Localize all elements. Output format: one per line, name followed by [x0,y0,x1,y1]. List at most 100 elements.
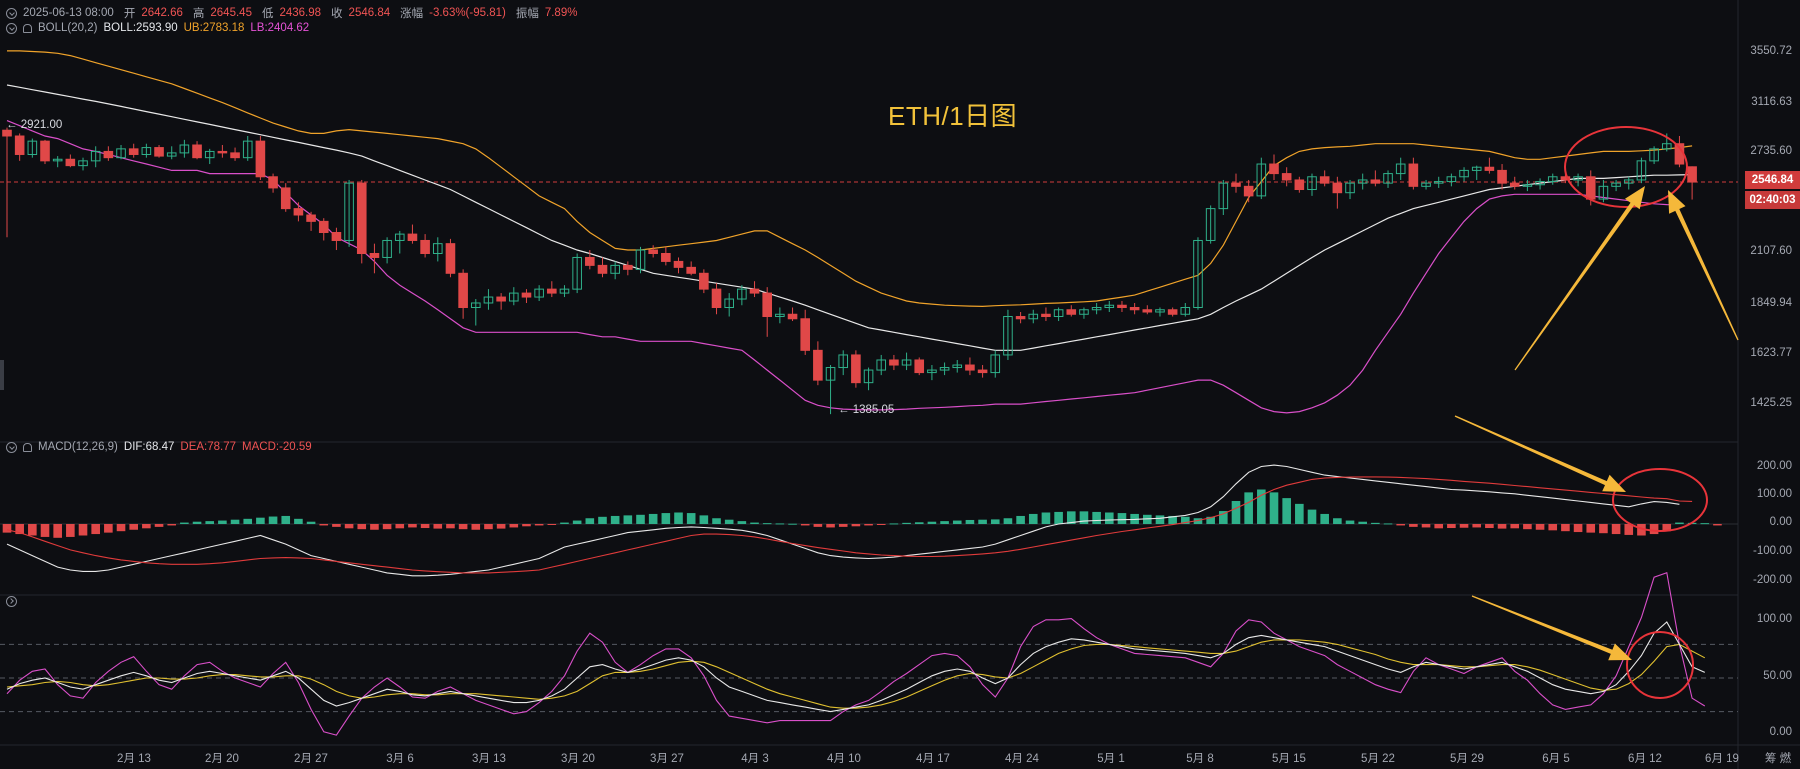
macd-tick: 200.00 [1756,460,1792,472]
macd-bar [509,524,519,528]
macd-bar [1307,509,1317,524]
candle-body [496,296,506,302]
macd-bar [218,520,227,524]
candle-body [331,232,342,241]
macd-bar [1662,524,1672,532]
candle-body [1383,173,1393,184]
candle-body [1585,176,1596,200]
change-value: -3.63%(-95.81) [429,7,506,19]
candle-body [1218,182,1229,210]
macd-bar [762,523,772,525]
macd-bar [737,521,747,524]
boll-name[interactable]: BOLL(20,2) [38,22,98,34]
low-label: 低 [261,8,274,20]
candle-body [901,359,912,366]
candle-body [27,140,38,155]
macd-bar [496,524,506,529]
highlight-circle [1612,468,1708,532]
macd-bar [1193,518,1203,524]
macd-bar [800,524,810,526]
candle-body [65,158,76,167]
candle-body [1281,173,1292,181]
macd-bar [230,519,240,524]
kdj-expand-icon[interactable] [6,596,17,607]
candle-body [1117,304,1127,308]
date-tick: 3月 20 [561,753,595,765]
candle-body [1560,176,1571,181]
annotation-arrow [1514,186,1645,371]
collapse-toggle-icon[interactable] [6,7,17,19]
macd-bar [420,524,430,529]
macd-alert-bell-icon[interactable] [23,442,32,452]
low-value: 2436.98 [279,7,322,19]
candle-body [965,364,975,371]
macd-bar [1181,516,1190,524]
macd-bar [116,524,126,532]
macd-bar [1535,524,1545,530]
macd-bar [15,524,24,535]
candle-body [876,359,887,371]
candle-body [597,264,608,274]
boll-collapse-icon[interactable] [6,22,17,34]
candle-body [230,152,240,159]
macd-bar [522,524,531,527]
macd-bar [256,517,265,524]
macd-bar [142,524,151,529]
macd-bar [965,519,975,524]
date-tick: 5月 8 [1186,753,1214,765]
macd-collapse-icon[interactable] [6,441,17,453]
candle-countdown-badge: 02:40:03 [1745,191,1800,209]
boll-mid-line [6,84,1693,351]
macd-bar [585,518,595,524]
open-label: 开 [123,8,136,20]
candle-body [1307,176,1317,191]
annotation-arrow [1471,595,1632,661]
candle-body [1345,182,1355,194]
candle-body [407,233,418,241]
candle-body [394,233,405,241]
candle-body [1193,239,1203,308]
candle-body [686,266,696,274]
date-tick: 3月 13 [472,753,506,765]
macd-bar [1700,523,1710,525]
macd-bar [471,524,481,530]
macd-bar [686,513,696,524]
macd-bar [534,524,544,526]
candle-body [1256,163,1267,197]
macd-bar [978,519,987,524]
low-price-marker: ← 1385.05 [838,404,895,416]
candle-body [458,272,468,308]
highlight-circle [1626,631,1694,699]
x-axis-extra-labels[interactable]: 筹 燃 [1764,753,1792,765]
macd-bar [560,522,569,524]
candle-body [1471,166,1482,171]
left-panel-handle[interactable] [0,360,4,390]
annotation-arrow [1668,190,1739,341]
candle-body [116,148,126,159]
macd-bar [1079,511,1089,524]
macd-tick: 100.00 [1756,488,1792,500]
macd-bar [1295,503,1304,524]
candle-body [1167,309,1178,315]
macd-bar [433,524,443,529]
candle-body [420,239,430,255]
candle-body [1623,179,1634,184]
candle-body [1649,148,1659,162]
macd-bar [268,516,278,524]
candle-body [14,135,25,155]
date-tick: 6月 19 [1705,753,1739,765]
macd-name[interactable]: MACD(12,26,9) [38,441,118,453]
boll-upper-line [7,50,1693,308]
candle-body [952,364,963,369]
alert-bell-icon[interactable] [23,23,32,33]
candle-body [78,160,88,167]
kdj-tick: 0.00 [1769,726,1792,738]
high-value: 2645.45 [210,7,252,19]
macd-dea-value: DEA:78.77 [180,441,237,453]
candle-body [242,140,253,159]
kdj-tick: 100.00 [1756,613,1792,625]
macd-bar [66,524,75,537]
macd-bar [598,516,607,524]
close-value: 2546.84 [348,7,391,19]
